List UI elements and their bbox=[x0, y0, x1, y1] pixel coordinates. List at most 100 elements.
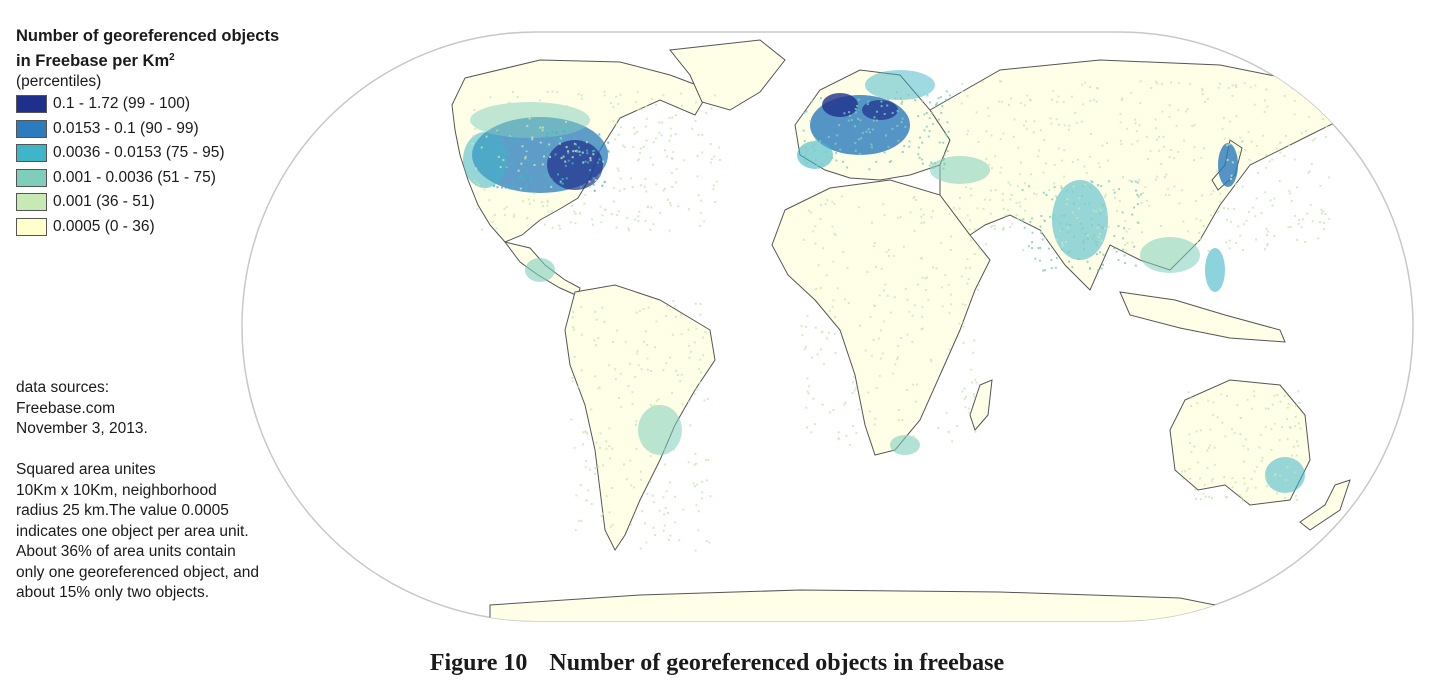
density-speckle bbox=[601, 306, 604, 309]
density-speckle bbox=[598, 158, 601, 161]
density-speckle bbox=[1037, 247, 1040, 250]
legend-item: 0.1 - 1.72 (99 - 100) bbox=[16, 92, 336, 117]
density-speckle bbox=[1106, 142, 1108, 144]
density-speckle bbox=[561, 188, 564, 191]
density-speckle bbox=[1059, 222, 1062, 225]
density-speckle bbox=[583, 139, 586, 142]
density-speckle bbox=[934, 162, 936, 164]
density-speckle bbox=[1156, 82, 1159, 85]
density-speckle bbox=[835, 159, 838, 162]
density-speckle bbox=[917, 283, 919, 286]
density-speckle bbox=[911, 341, 914, 343]
density-speckle bbox=[947, 283, 950, 286]
legend-swatch bbox=[16, 144, 47, 163]
density-speckle bbox=[525, 142, 528, 145]
density-speckle bbox=[913, 304, 916, 307]
density-speckle bbox=[1147, 157, 1149, 160]
density-speckle bbox=[1070, 95, 1073, 98]
density-speckle bbox=[561, 178, 564, 180]
density-speckle bbox=[647, 205, 650, 208]
density-speckle bbox=[652, 223, 655, 226]
density-speckle bbox=[653, 404, 656, 407]
density-speckle bbox=[924, 277, 927, 280]
density-speckle bbox=[914, 400, 917, 403]
density-speckle bbox=[1296, 238, 1299, 241]
density-speckle bbox=[657, 398, 660, 401]
density-speckle bbox=[554, 153, 557, 156]
density-speckle bbox=[718, 146, 721, 149]
density-speckle bbox=[649, 156, 652, 159]
density-speckle bbox=[884, 283, 887, 286]
density-speckle bbox=[1290, 200, 1293, 203]
density-speckle bbox=[969, 219, 971, 222]
density-speckle bbox=[1113, 247, 1116, 250]
density-speckle bbox=[608, 511, 611, 514]
density-speckle bbox=[537, 169, 540, 172]
density-speckle bbox=[499, 111, 502, 114]
density-speckle bbox=[805, 406, 808, 409]
density-speckle bbox=[846, 166, 849, 169]
density-speckle bbox=[1187, 391, 1190, 394]
density-speckle bbox=[705, 540, 708, 542]
density-speckle bbox=[1141, 231, 1143, 234]
density-speckle bbox=[567, 152, 570, 155]
density-speckle bbox=[944, 133, 947, 136]
density-speckle bbox=[1217, 210, 1220, 213]
density-speckle bbox=[1287, 226, 1290, 229]
density-speckle bbox=[807, 392, 810, 395]
density-speckle bbox=[493, 214, 496, 216]
density-speckle bbox=[856, 105, 859, 107]
density-speckle bbox=[883, 151, 886, 154]
density-speckle bbox=[576, 385, 579, 388]
density-speckle bbox=[617, 133, 620, 136]
density-speckle bbox=[1135, 130, 1138, 133]
density-speckle bbox=[1246, 398, 1249, 401]
density-speckle bbox=[849, 114, 851, 117]
density-speckle bbox=[1133, 206, 1136, 209]
density-speckle bbox=[1049, 215, 1052, 218]
density-speckle bbox=[499, 166, 502, 168]
density-speckle bbox=[1106, 159, 1109, 162]
density-speckle bbox=[1243, 482, 1246, 485]
density-speckle bbox=[1042, 269, 1045, 272]
density-speckle bbox=[1029, 99, 1032, 102]
density-speckle bbox=[1119, 121, 1122, 124]
density-speckle bbox=[1243, 460, 1246, 463]
density-speckle bbox=[921, 315, 924, 318]
density-speckle bbox=[631, 403, 634, 406]
density-speckle bbox=[872, 119, 875, 122]
density-speckle bbox=[699, 303, 702, 305]
density-speckle bbox=[866, 270, 869, 273]
density-speckle bbox=[966, 95, 969, 98]
density-speckle bbox=[1189, 441, 1192, 444]
density-speckle bbox=[899, 216, 902, 219]
density-speckle bbox=[637, 364, 640, 367]
density-speckle bbox=[1237, 151, 1240, 154]
density-speckle bbox=[1323, 221, 1326, 224]
density-speckle bbox=[870, 221, 873, 224]
density-speckle bbox=[573, 136, 576, 139]
density-speckle bbox=[833, 332, 836, 335]
density-speckle bbox=[940, 286, 943, 289]
density-speckle bbox=[659, 211, 662, 214]
density-speckle bbox=[1155, 80, 1158, 83]
density-speckle bbox=[1266, 234, 1268, 236]
density-speckle bbox=[1266, 105, 1269, 108]
density-speckle bbox=[1039, 225, 1042, 228]
density-speckle bbox=[1199, 238, 1202, 241]
density-speckle bbox=[1289, 427, 1292, 430]
density-speckle bbox=[516, 152, 519, 155]
density-speckle bbox=[805, 110, 808, 113]
density-speckle bbox=[1204, 495, 1207, 498]
density-speckle bbox=[945, 134, 948, 137]
density-speckle bbox=[585, 460, 587, 463]
density-speckle bbox=[565, 120, 567, 123]
density-speckle bbox=[920, 257, 923, 260]
density-speckle bbox=[1233, 432, 1236, 435]
density-speckle bbox=[987, 114, 990, 117]
density-speckle bbox=[975, 381, 978, 384]
density-speckle bbox=[627, 227, 630, 230]
density-speckle bbox=[1299, 427, 1302, 430]
density-speckle bbox=[560, 140, 563, 143]
density-speckle bbox=[1230, 178, 1232, 180]
